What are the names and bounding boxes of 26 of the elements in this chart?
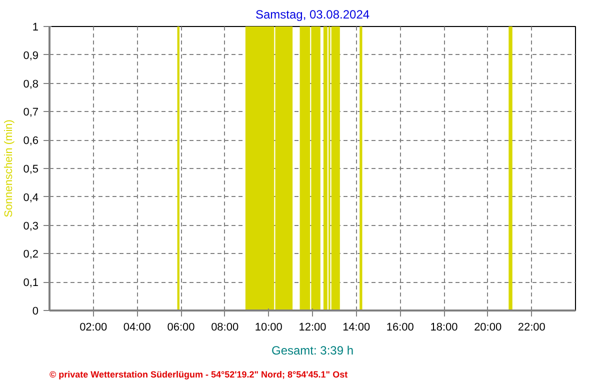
x-tick-label: 22:00 [518, 322, 546, 334]
x-tick-label: 20:00 [474, 322, 502, 334]
x-tick-label: 16:00 [386, 322, 414, 334]
y-tick-label: 0,3 [23, 220, 39, 232]
text: © private Wetterstation Süderlügum - 54°52'19.2" Nord; 8°54'45.1" Ost [50, 370, 348, 380]
x-tick-label: 04:00 [123, 322, 151, 334]
chart-title: Samstag, 03.08.2024 [255, 8, 370, 22]
x-tick-label: 08:00 [211, 322, 239, 334]
x-tick-label: 18:00 [430, 322, 458, 334]
y-axis-title: Sonnenschein (min) [3, 120, 16, 218]
y-tick-label: 0,5 [23, 164, 39, 176]
y-tick-label: 0,7 [23, 106, 39, 119]
x-tick-label: 10:00 [254, 322, 282, 334]
y-tick-label: 0,2 [23, 248, 39, 261]
y-tick-label: 0 [32, 306, 39, 318]
y-tick-label: 0,1 [23, 277, 39, 290]
text: Gesamt: 3:39 h [271, 344, 354, 358]
y-tick-label: 0,6 [23, 135, 39, 148]
x-tick-label: 12:00 [298, 322, 326, 334]
x-tick-label: 14:00 [342, 322, 370, 334]
y-tick-label: 0,9 [23, 50, 39, 62]
x-tick-label: 06:00 [167, 322, 195, 334]
y-tick-label: 0,8 [23, 78, 39, 90]
y-tick-label: 1 [32, 22, 39, 34]
y-tick-label: 0,4 [23, 192, 39, 204]
x-tick-label: 02:00 [80, 322, 108, 334]
